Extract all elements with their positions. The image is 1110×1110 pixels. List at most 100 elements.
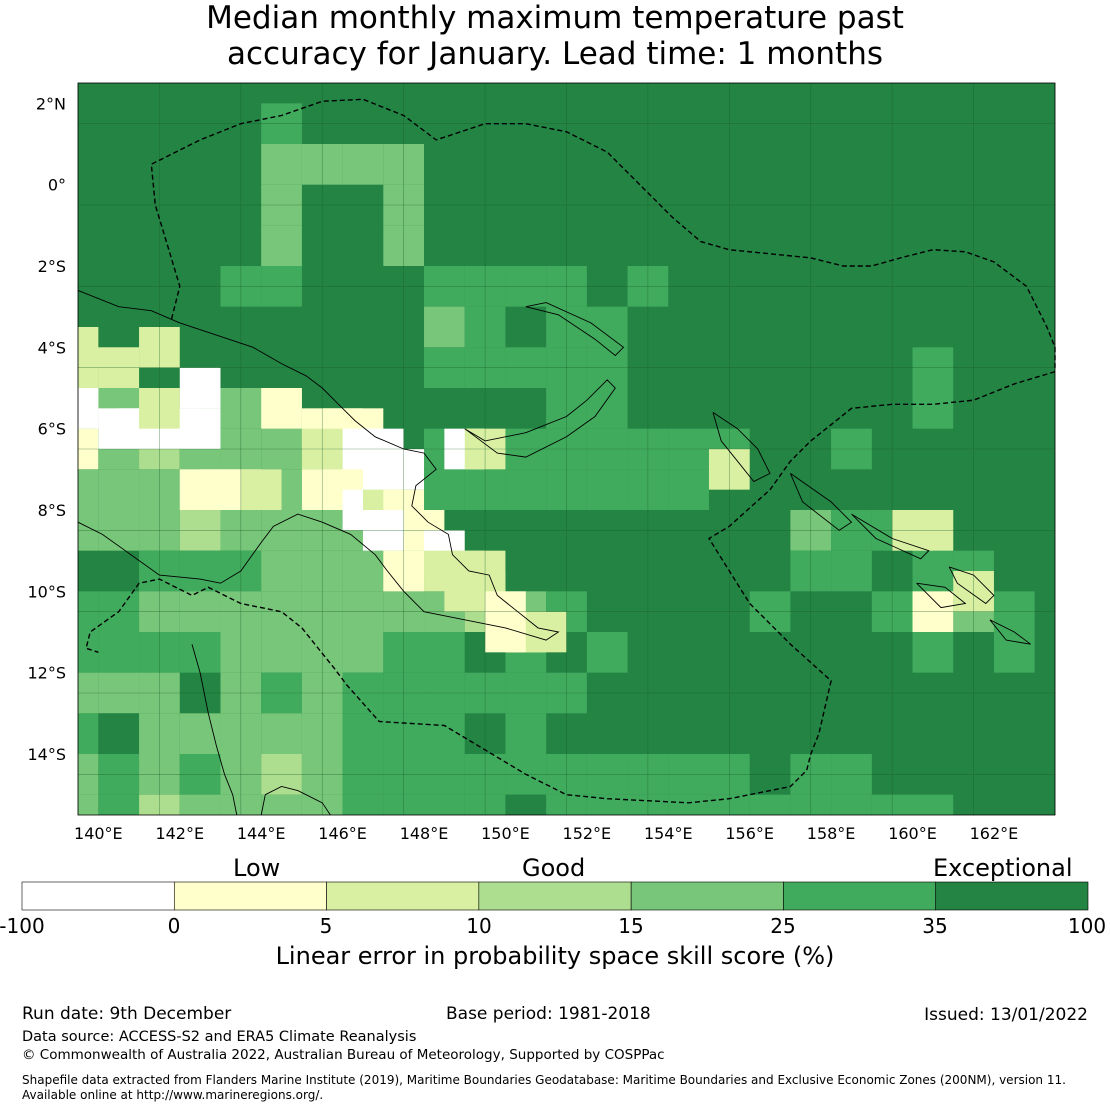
skill-grid-cell [78, 794, 99, 815]
skill-grid-cell [668, 469, 709, 510]
eez-boundary-north [150, 98, 1056, 368]
skill-grid-cell [179, 550, 221, 592]
longitude-tick-label: 158°E [807, 824, 856, 843]
skill-grid-cell [424, 632, 465, 673]
colorbar-segment [478, 881, 632, 911]
data-source: Data source: ACCESS-S2 and ERA5 Climate … [22, 1029, 417, 1045]
skill-grid-cell [912, 388, 954, 429]
colorbar-tick: 100 [1067, 914, 1107, 938]
colorbar-tick: 0 [167, 914, 181, 938]
colorbar-tick: 15 [618, 914, 644, 938]
colorbar-title: Linear error in probability space skill … [275, 942, 835, 970]
longitude-tick-label: 152°E [563, 824, 612, 843]
skill-grid-cell [78, 469, 99, 510]
skill-grid-cell [342, 144, 384, 185]
copyright: © Commonwealth of Australia 2022, Austra… [22, 1047, 665, 1063]
skill-grid-cell [505, 794, 547, 815]
colorbar-segment [173, 881, 327, 911]
skill-grid-cell [912, 794, 954, 815]
skill-grid-cell [525, 611, 567, 653]
skill-grid-cell [586, 632, 628, 673]
skill-grid-cell [98, 713, 140, 754]
base-period: Base period: 1981-2018 [446, 1004, 651, 1024]
map-title: Median monthly maximum temperature past … [0, 0, 1110, 72]
coastline [77, 289, 560, 641]
colorbar-segment [935, 881, 1089, 911]
coastline [789, 473, 853, 531]
map-frame [77, 82, 1056, 816]
coastline [191, 644, 238, 816]
skill-grid-cell [261, 388, 302, 429]
skill-grid-cell [505, 469, 547, 510]
skill-grid-cell [831, 550, 872, 592]
title-line-2: accuracy for January. Lead time: 1 month… [226, 36, 883, 72]
coastline [712, 412, 771, 483]
skill-grid-cell [261, 713, 302, 754]
skill-grid-cell [668, 794, 709, 815]
skill-grid-cell [912, 550, 954, 592]
skill-grid-cell [78, 327, 99, 368]
skill-grid-cell [179, 408, 221, 449]
colorbar-tick: 10 [466, 914, 492, 938]
colorbar-segment [326, 881, 480, 911]
latitude-tick-label: 12°S [27, 664, 66, 683]
skill-grid-cell [586, 388, 628, 429]
latitude-tick-label: 0° [48, 176, 66, 195]
skill-grid-cell [342, 632, 384, 673]
skill-grid-cell [424, 794, 465, 815]
skill-grid-cell [912, 632, 954, 673]
skill-grid-cell [240, 469, 282, 510]
latitude-tick-label: 4°S [38, 338, 66, 357]
title-line-1: Median monthly maximum temperature past [206, 0, 904, 36]
skill-grid-cell [342, 550, 384, 592]
latitude-tick-label: 8°S [38, 501, 66, 520]
coastline [525, 302, 625, 357]
coastline [260, 786, 331, 816]
shapefile-credit-1: Shapefile data extracted from Flanders M… [22, 1073, 1066, 1087]
colorbar-label-good: Good [522, 854, 586, 882]
issued-date: Issued: 13/01/2022 [924, 1005, 1088, 1025]
latitude-tick-label: 10°S [27, 582, 66, 601]
skill-grid-cell [993, 632, 1035, 673]
longitude-tick-label: 160°E [888, 824, 937, 843]
skill-grid-cell [98, 794, 140, 815]
skill-grid-cell [424, 469, 465, 510]
longitude-tick-label: 140°E [74, 824, 123, 843]
coastline [464, 379, 616, 458]
skill-grid-cell [831, 794, 872, 815]
skill-grid-cell [78, 713, 99, 754]
skill-grid-cell [342, 713, 384, 754]
skill-grid-cell [586, 469, 628, 510]
skill-grid-cell [98, 632, 140, 673]
skill-grid-cell [749, 794, 791, 815]
colorbar-tick: 5 [319, 914, 333, 938]
colorbar-label-low: Low [233, 854, 281, 882]
skill-grid-cell [505, 713, 547, 754]
coastline [851, 513, 930, 560]
coastline [989, 619, 1031, 645]
longitude-tick-label: 162°E [970, 824, 1019, 843]
longitude-tick-label: 148°E [400, 824, 449, 843]
longitude-tick-label: 150°E [481, 824, 530, 843]
skill-grid-cell [261, 794, 302, 815]
shapefile-credit-2: Available online at http://www.marinereg… [22, 1088, 324, 1102]
longitude-tick-label: 146°E [318, 824, 367, 843]
skill-grid-cell [98, 469, 140, 510]
eez-boundary-south [85, 371, 1056, 804]
skill-grid-cell [261, 225, 302, 266]
run-date: Run date: 9th December [22, 1004, 232, 1024]
colorbar-tick: 25 [770, 914, 796, 938]
skill-grid-cell [261, 144, 302, 185]
skill-grid-cell [261, 632, 302, 673]
skill-grid-cell [179, 632, 221, 673]
colorbar-segment [21, 881, 175, 911]
skill-grid-cell [586, 306, 628, 348]
colorbar-tick: 35 [922, 914, 948, 938]
colorbar-label-exceptional: Exceptional [933, 854, 1073, 882]
skill-grid-cell [179, 713, 221, 754]
skill-grid-cell [424, 306, 465, 348]
longitude-tick-label: 142°E [155, 824, 204, 843]
longitude-tick-label: 156°E [725, 824, 774, 843]
longitude-tick-label: 154°E [644, 824, 693, 843]
